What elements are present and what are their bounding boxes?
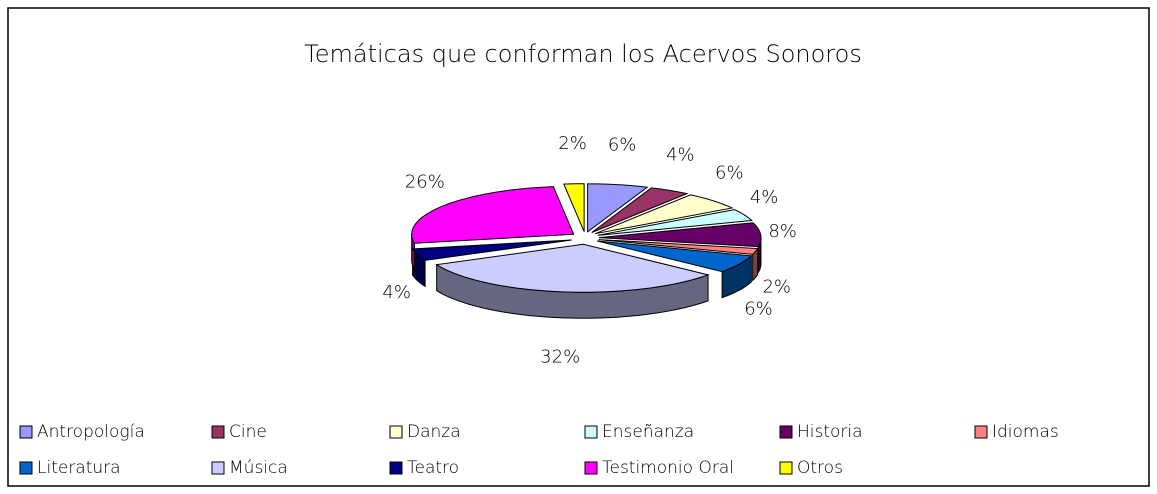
legend-swatch	[19, 461, 33, 475]
slice	[563, 183, 585, 232]
legend-swatch	[211, 461, 225, 475]
data-label: 6%	[744, 298, 773, 319]
legend-label: Enseñanza	[602, 422, 694, 442]
legend-label: Testimonio Oral	[602, 458, 734, 478]
data-label: 26%	[405, 172, 445, 193]
data-label: 8%	[768, 221, 797, 242]
data-label: 6%	[608, 135, 637, 156]
slice	[411, 186, 575, 244]
slice	[591, 187, 689, 233]
data-label: 4%	[666, 145, 695, 166]
data-labels: 6% 4%6%4%8%2%6%32%4%26%2%	[382, 133, 796, 367]
legend-swatch	[211, 425, 225, 439]
legend-label: Música	[229, 458, 288, 478]
legend-swatch	[584, 425, 598, 439]
chart-title: Temáticas que conforman los Acervos Sono…	[304, 40, 862, 68]
legend-swatch	[779, 461, 793, 475]
legend-label: Cine	[229, 422, 267, 442]
legend-label: Literatura	[37, 458, 121, 478]
data-label: 32%	[540, 346, 580, 367]
legend-label: Antropología	[37, 422, 145, 442]
slice	[587, 183, 649, 233]
legend-swatch	[779, 425, 793, 439]
data-label: 2%	[558, 133, 587, 154]
legend-swatch	[389, 425, 403, 439]
slice	[598, 222, 762, 248]
slice	[435, 243, 710, 293]
slice	[411, 239, 572, 261]
legend-label: Historia	[797, 422, 863, 442]
legend-label: Idiomas	[992, 422, 1059, 442]
pie-tops	[411, 183, 762, 293]
data-label: 6%	[715, 163, 744, 184]
data-label: 4%	[750, 187, 779, 208]
legend-label: Otros	[797, 458, 843, 478]
legend-swatch	[584, 461, 598, 475]
data-label: 4%	[382, 282, 411, 303]
legend-swatch	[389, 461, 403, 475]
slice	[597, 240, 753, 273]
slice	[595, 194, 734, 235]
legend-label: Teatro	[407, 458, 459, 478]
slice	[598, 239, 759, 255]
legend: Antropología Cine Danza Enseñanza Historia Id…	[19, 422, 1059, 478]
slice	[597, 209, 753, 236]
legend-swatch	[19, 425, 33, 439]
legend-label: Danza	[407, 422, 461, 442]
data-label: 2%	[762, 276, 791, 297]
legend-swatch	[974, 425, 988, 439]
